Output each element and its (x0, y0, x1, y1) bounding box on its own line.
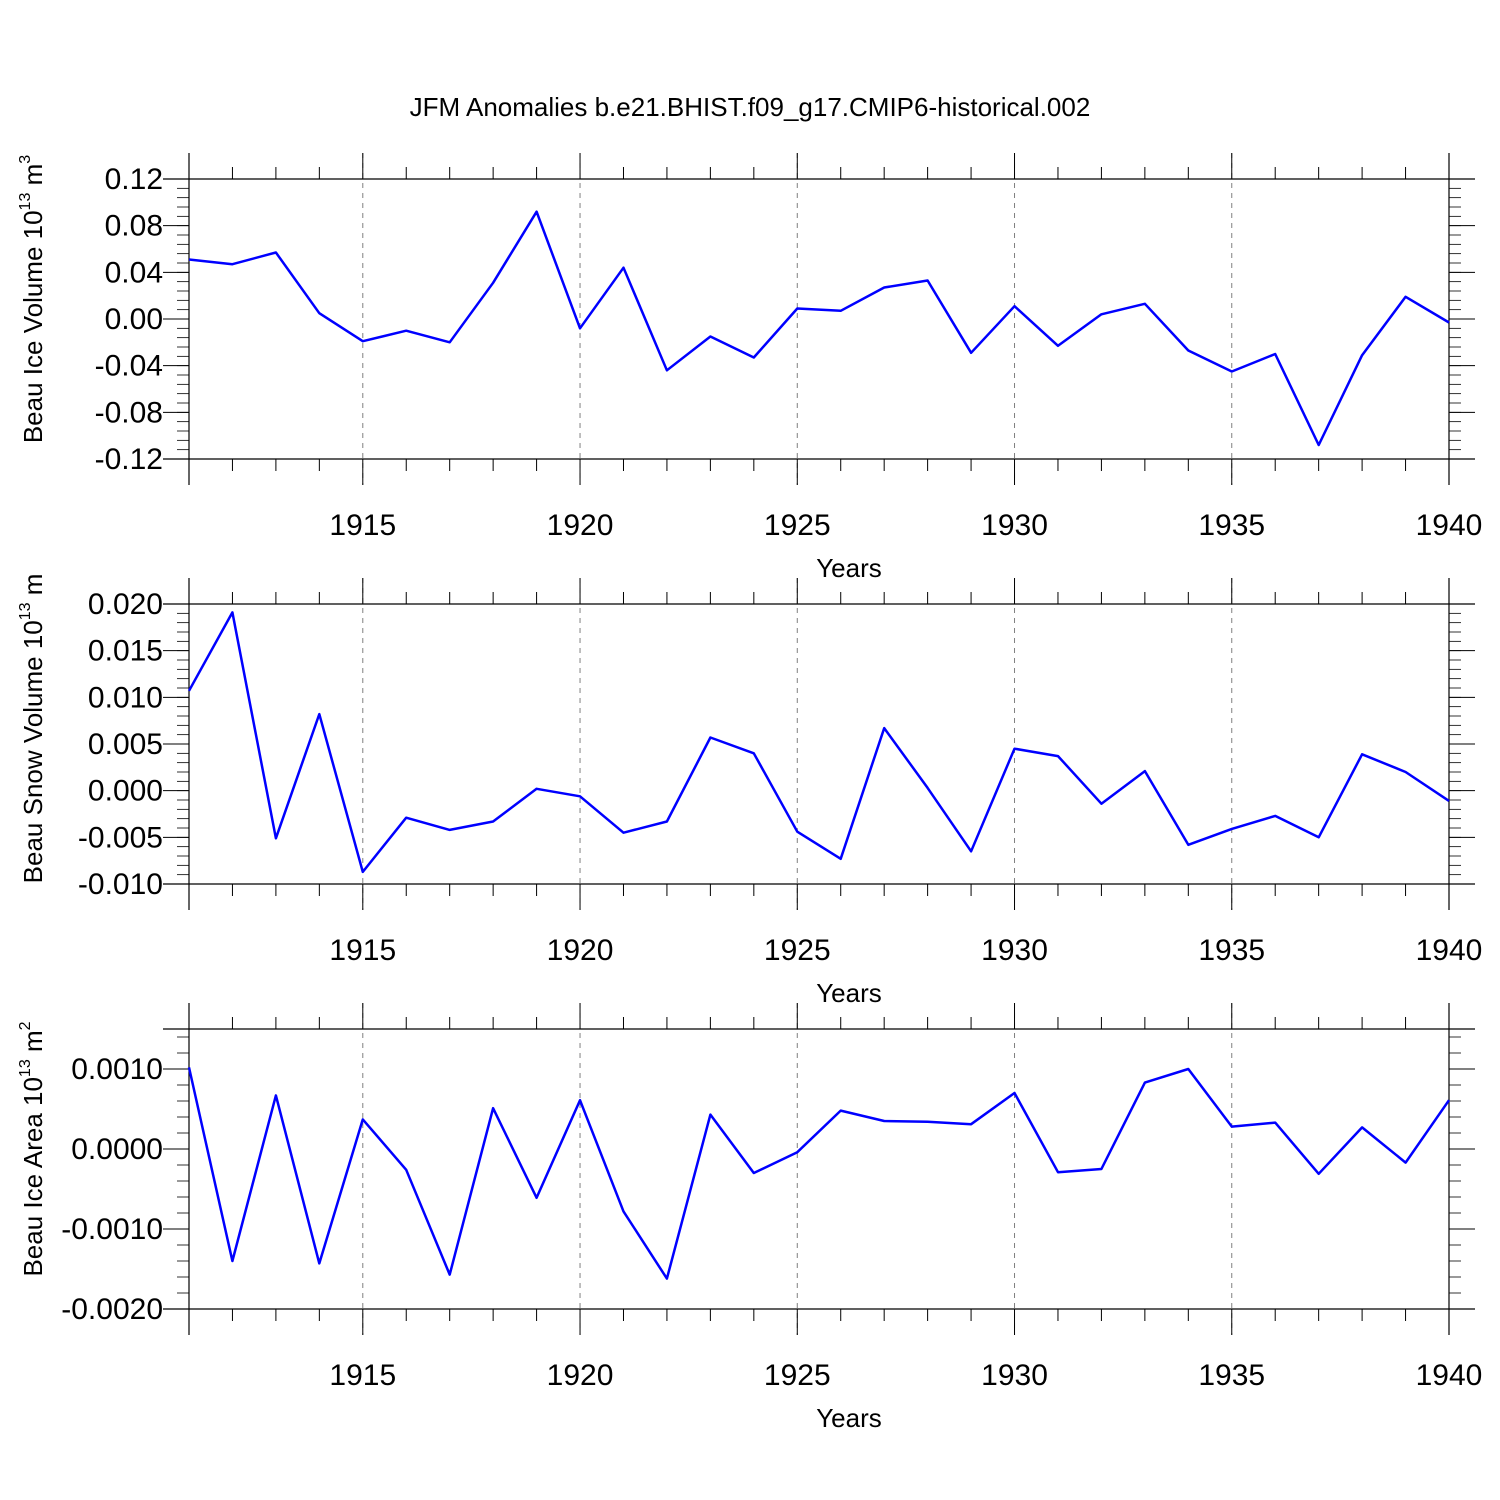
x-tick-label: 1925 (764, 1359, 831, 1392)
series-line (188, 210, 1450, 447)
y-axis-label-group: Beau Ice Area 1013 m2 (17, 1021, 48, 1276)
y-tick-label: 0.005 (88, 728, 163, 761)
y-tick-label: -0.0020 (61, 1293, 163, 1326)
x-tick-label: 1915 (329, 934, 396, 967)
panel-2: -0.010 -0.005 0.000 0.005 0.010 0.015 0.020 191… (17, 565, 1483, 1008)
x-tick-label: 1930 (981, 934, 1048, 967)
y-tick-label: 0.08 (105, 210, 163, 243)
y-axis-label: Beau Ice Area 1013 m2 (17, 1021, 48, 1276)
y-tick-label: -0.005 (78, 821, 163, 854)
y-tick-label: 0.12 (105, 163, 163, 196)
y-axis-label: Beau Ice Volume 1013 m3 (17, 155, 48, 443)
panel-3: -0.0020 -0.0010 0.0000 0.0010 1915 1920 1925 19… (17, 1003, 1482, 1433)
x-tick-label: 1915 (329, 1359, 396, 1392)
x-tick-label: 1940 (1416, 509, 1483, 542)
y-tick-label: -0.12 (95, 443, 163, 476)
x-tick-label: 1940 (1416, 1359, 1483, 1392)
y-tick-label: 0.00 (105, 303, 163, 336)
y-axis-label-group: Beau Snow Volume 1013 m3 (17, 565, 48, 884)
chart-title: JFM Anomalies b.e21.BHIST.f09_g17.CMIP6-… (410, 92, 1091, 122)
x-tick-label: 1920 (547, 934, 614, 967)
y-tick-label: 0.04 (105, 256, 163, 289)
x-axis-label: Years (816, 553, 882, 583)
x-axis-label: Years (816, 978, 882, 1008)
x-tick-label: 1935 (1198, 934, 1265, 967)
y-tick-label: 0.0010 (71, 1053, 163, 1086)
panels: -0.12 -0.08 -0.04 0.00 0.04 0.08 0.12 1915 1920 1… (17, 153, 1482, 1433)
x-tick-label: 1925 (764, 509, 831, 542)
series-line (187, 611, 1450, 874)
y-tick-label: -0.08 (95, 396, 163, 429)
y-tick-label: -0.04 (95, 350, 163, 383)
y-tick-label: -0.0010 (61, 1213, 163, 1246)
y-tick-label: 0.015 (88, 635, 163, 668)
y-tick-label: -0.010 (78, 868, 163, 901)
x-tick-label: 1920 (547, 1359, 614, 1392)
x-tick-label: 1935 (1198, 1359, 1265, 1392)
x-tick-label: 1915 (329, 509, 396, 542)
x-tick-label: 1930 (981, 1359, 1048, 1392)
x-tick-label: 1925 (764, 934, 831, 967)
series-line (187, 1067, 1451, 1280)
x-tick-label: 1935 (1198, 509, 1265, 542)
y-tick-label: 0.020 (88, 588, 163, 621)
y-tick-label: 0.0000 (71, 1133, 163, 1166)
x-tick-label: 1920 (547, 509, 614, 542)
x-axis-label: Years (816, 1403, 882, 1433)
y-tick-label: 0.010 (88, 681, 163, 714)
panel-1: -0.12 -0.08 -0.04 0.00 0.04 0.08 0.12 1915 1920 1… (17, 153, 1482, 583)
y-axis-label: Beau Snow Volume 1013 m3 (17, 565, 48, 884)
y-axis-label-group: Beau Ice Volume 1013 m3 (17, 155, 48, 443)
x-tick-label: 1930 (981, 509, 1048, 542)
y-tick-label: 0.000 (88, 775, 163, 808)
x-tick-label: 1940 (1416, 934, 1483, 967)
